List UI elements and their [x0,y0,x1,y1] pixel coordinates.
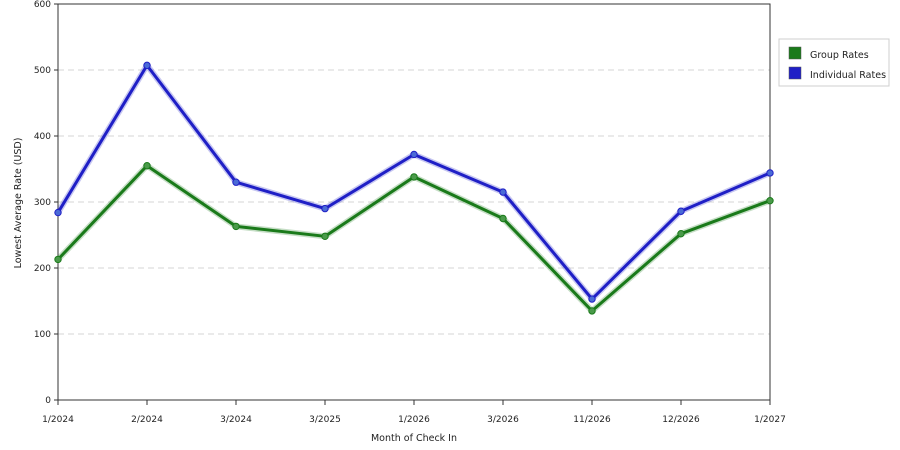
x-tick-label: 12/2026 [662,415,700,425]
y-tick-label: 500 [34,66,51,76]
y-tick-label: 400 [34,132,51,142]
y-tick-label: 200 [34,264,51,274]
series-line-group-rates [56,164,771,313]
data-point-group-rates [499,214,507,223]
y-tick-label: 300 [34,198,51,208]
legend-label-individual-rates: Individual Rates [810,70,886,81]
series-line-shadow-group-rates [55,162,772,314]
data-point-group-rates [677,229,685,238]
data-point-individual-rates [766,169,774,177]
x-tick-label: 1/2024 [42,415,74,425]
legend-swatch-group-rates [788,46,802,60]
x-axis-title: Month of Check In [371,433,457,444]
x-tick-label: 3/2025 [309,415,341,425]
data-point-individual-rates [143,61,151,70]
data-point-individual-rates [499,188,507,196]
x-tick-label: 3/2024 [220,415,252,425]
x-tick-label: 1/2027 [754,415,786,425]
legend: Group Rates Individual Rates [778,38,890,87]
data-point-group-rates [410,173,418,181]
series-layer [54,61,774,315]
data-point-group-rates [143,162,151,170]
data-point-group-rates [232,222,240,231]
series-line-individual-rates [56,63,771,301]
x-tick-label: 1/2026 [398,415,430,425]
y-axis-title: Lowest Average Rate (USD) [13,138,24,269]
axes [54,3,771,405]
data-point-group-rates [766,196,774,205]
tick-labels: 0 100 200 300 400 500 600 1/2024 2/2024 3/2024 3/2… [34,0,786,425]
data-point-group-rates [321,232,329,241]
y-tick-label: 0 [45,396,51,406]
series-line-shadow-individual-rates [55,62,772,303]
x-tick-label: 3/2026 [487,415,519,425]
series-individual-rates [54,61,774,303]
data-point-individual-rates [54,208,62,217]
legend-label-group-rates: Group Rates [810,50,869,61]
series-group-rates [54,162,774,315]
x-tick-label: 2/2024 [131,415,163,425]
data-point-individual-rates [321,204,329,213]
data-point-individual-rates [588,295,596,303]
x-tick-label: 11/2026 [573,415,611,425]
data-point-individual-rates [677,207,685,215]
data-point-group-rates [588,307,596,315]
legend-swatch-individual-rates [788,66,802,80]
data-point-group-rates [54,255,62,264]
y-tick-label: 100 [34,330,51,340]
data-point-individual-rates [410,150,418,159]
data-point-individual-rates [232,178,240,186]
gridlines [58,69,770,335]
y-tick-label: 600 [34,0,51,10]
